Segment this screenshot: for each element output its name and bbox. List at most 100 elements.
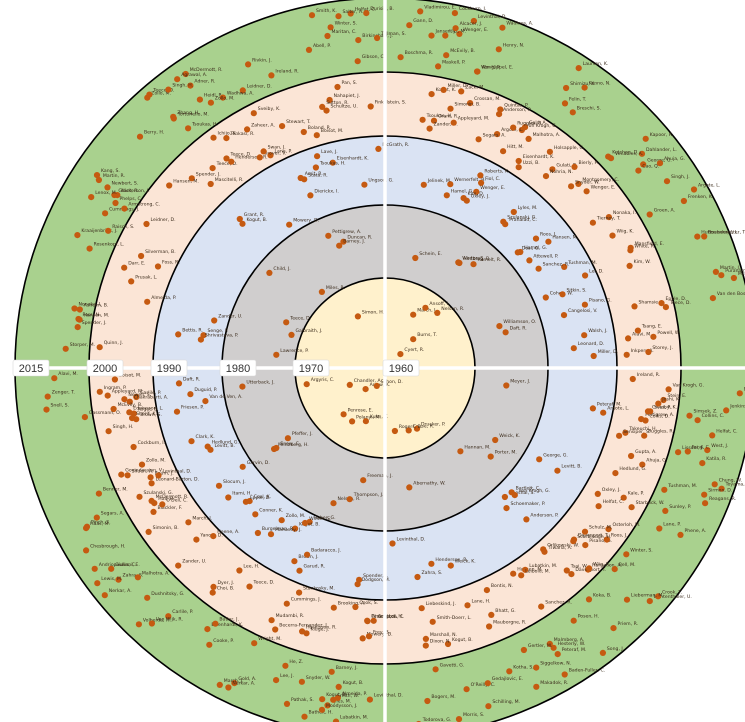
data-point-label: Kogut, B.: [299, 522, 320, 528]
data-point-label: Sanchez, R.: [545, 600, 572, 606]
data-point: Porter, M.: [487, 450, 517, 460]
data-point-marker: [148, 497, 155, 504]
data-point-marker: [389, 540, 396, 547]
data-point-label: Snyder, W.: [306, 675, 331, 681]
data-point-marker: [607, 155, 615, 162]
data-point-marker: [495, 46, 502, 53]
data-point: Volberda, H.: [135, 617, 171, 628]
data-point-label: Wiig, K.: [593, 561, 610, 567]
data-point: Kogut, B.: [319, 692, 347, 703]
data-point-marker: [603, 536, 611, 543]
data-point-label: Konno, N.: [589, 81, 611, 87]
data-point-marker: [83, 547, 90, 554]
data-point-label: Brooking, A.: [338, 601, 366, 607]
data-point-marker: [207, 99, 214, 106]
data-point: Tortoriello, M.: [170, 112, 209, 122]
data-point-label: Berry, H.: [144, 130, 164, 136]
data-point-marker: [308, 12, 316, 19]
data-point-marker: [500, 148, 507, 155]
data-point-marker: [428, 91, 435, 98]
data-point-marker: [74, 324, 81, 331]
data-point: Salter, A.: [335, 9, 363, 20]
data-point-marker: [105, 428, 112, 435]
data-point-marker: [600, 409, 607, 416]
data-point: Cooke, P.: [206, 638, 234, 648]
data-point-marker: [324, 32, 331, 40]
data-point-label: Pathak, S.: [291, 697, 314, 703]
data-point-label: Gold, A.: [529, 120, 547, 126]
data-point: Groen, A.: [646, 208, 675, 218]
data-point-label: Lenox, M.: [95, 190, 117, 196]
data-point-label: Swan, J.: [268, 144, 286, 150]
data-point-label: Hitt, M.: [507, 144, 524, 150]
data-point: Foss, N.: [154, 260, 180, 270]
data-point-marker: [330, 604, 337, 611]
data-point-marker: [102, 210, 109, 217]
data-point-marker: [410, 336, 417, 343]
data-point-label: Tiwana, A.: [548, 545, 573, 551]
data-point: McEvily, B.: [110, 402, 143, 413]
data-point-label: Kale, P.: [628, 491, 644, 497]
data-point: Collins, C.: [694, 413, 724, 424]
data-point-label: Lane, P.: [663, 522, 681, 528]
data-point: Agrawal, A.: [174, 72, 207, 83]
data-point: Foss, N.: [75, 312, 100, 323]
data-point-marker: [581, 528, 589, 535]
data-point-marker: [542, 294, 549, 301]
data-point: Mowery, D.: [359, 631, 393, 642]
data-point: Singh, H.: [165, 83, 193, 93]
data-point-marker: [362, 386, 369, 393]
data-point: Schilling, M.: [485, 699, 520, 710]
data-point: Gertler, M.: [520, 643, 552, 654]
data-point-label: Tenkasi, R.: [229, 131, 254, 137]
data-point-marker: [470, 261, 477, 268]
data-point: Pettigrew, A.: [638, 412, 674, 423]
data-point-label: Simon, H.: [362, 309, 384, 315]
data-point: Hamel, G.: [443, 188, 474, 199]
data-point-marker: [108, 565, 115, 572]
data-point: Sitkin, S.: [559, 287, 587, 298]
data-point-marker: [447, 562, 454, 569]
data-point-marker: [694, 233, 701, 240]
data-point: Bhatt, G.: [488, 608, 516, 619]
data-point-label: Mauborgne, R.: [493, 620, 526, 626]
data-point-marker: [375, 145, 382, 152]
data-point-label: Schoemaker, P.: [511, 501, 546, 507]
data-point-label: Collis, D.: [650, 414, 670, 420]
data-point-marker: [546, 148, 554, 155]
data-point-marker: [627, 244, 634, 251]
data-point-label: Dyer, J.: [218, 580, 235, 586]
data-point: Eisenhardt, K.: [204, 622, 243, 633]
data-point-marker: [130, 443, 137, 451]
data-point: Andriopoulos, C.: [91, 562, 136, 572]
data-point-label: Gann, D.: [413, 18, 433, 24]
data-point: Snell, S.: [43, 403, 69, 413]
data-point: Levinthal, D.: [470, 14, 507, 25]
data-point-marker: [210, 583, 217, 591]
data-point-label: Helfat, C.: [603, 499, 624, 505]
data-point: Epple, D.: [658, 296, 686, 307]
data-point-label: Hutzschenreuter, T.: [701, 230, 745, 236]
data-point-marker: [503, 382, 510, 389]
data-point-label: Zack, M.: [465, 84, 485, 90]
data-point: Dahlander, L.: [638, 147, 677, 157]
data-point-label: Rosenkopf, L.: [94, 242, 125, 248]
data-point-marker: [300, 128, 307, 136]
data-point-marker: [506, 668, 513, 675]
data-point-label: Durisin, B.: [370, 6, 394, 12]
data-point-label: Lyles, M.: [518, 205, 538, 211]
data-point-label: Gulati, R.: [556, 162, 577, 168]
data-point-label: Maritan, C.: [332, 29, 357, 35]
data-point-label: Appleyard, M.: [458, 116, 490, 122]
data-point: Helfat, C.: [595, 499, 624, 510]
data-point-label: Lane, P.: [275, 148, 293, 154]
data-point: Lissoni, F.: [675, 445, 704, 456]
data-point-label: Nelson, R.: [441, 306, 464, 312]
data-point-label: Pisano, G.: [589, 298, 612, 304]
data-point-marker: [605, 526, 612, 533]
data-point: Teece, D.: [283, 315, 311, 326]
data-point: Simonin, B.: [447, 102, 481, 112]
data-point: Gupta, A.: [628, 449, 657, 460]
data-point-label: Alcacer, J.: [460, 21, 483, 27]
data-point-label: Cross, R.: [652, 404, 672, 410]
